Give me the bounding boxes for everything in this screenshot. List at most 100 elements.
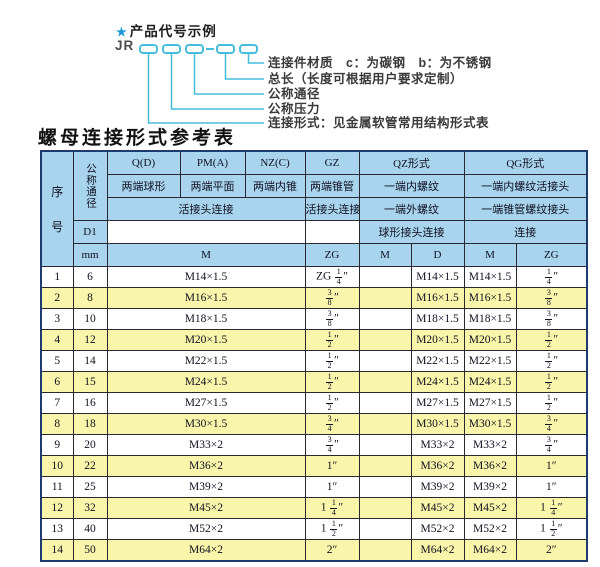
header-seq: 序 号 (40, 150, 74, 267)
cell-m: M22×1.5 (106, 350, 306, 372)
header-m-span: M (106, 243, 306, 267)
cell-no: 13 (40, 518, 74, 540)
cell-qz-m (358, 371, 412, 393)
header-nominal-diameter: 公称通径 (72, 150, 108, 221)
cell-qz-d: M14×1.5 (410, 266, 465, 288)
header-nz: NZ(C) (244, 150, 306, 175)
cell-qz-d: M22×1.5 (410, 350, 465, 372)
cell-qg-m: M52×2 (463, 518, 517, 540)
cell-qg-m: M16×1.5 (463, 287, 517, 309)
cell-qg-zg: 2″ (515, 539, 588, 561)
cell-no: 12 (40, 497, 74, 519)
cell-qg-zg: 1″ (515, 476, 588, 498)
cell-qz-d: M24×1.5 (410, 371, 465, 393)
cell-qg-zg: 1 1 4 ″ (515, 497, 588, 519)
cell-qg-zg: 1 2 ″ (515, 392, 588, 414)
cell-m: M33×2 (106, 434, 306, 456)
cell-qz-d: M33×2 (410, 434, 465, 456)
header-seq-char-2: 号 (51, 220, 64, 234)
cell-m: M14×1.5 (106, 266, 306, 288)
cell-qg-zg: 3 8 ″ (515, 308, 588, 330)
cell-qz-m (358, 413, 412, 435)
cell-qz-m (358, 350, 412, 372)
cell-qz-d: M18×1.5 (410, 308, 465, 330)
code-box-1 (139, 44, 158, 54)
header-qz-desc2: 一端外螺纹 (358, 197, 465, 221)
cell-m: M27×1.5 (106, 392, 306, 414)
header-qg-zg: ZG (515, 243, 588, 267)
cell-m: M39×2 (106, 476, 306, 498)
cell-gz: 3 4 ″ (304, 413, 360, 435)
cell-qg-zg: 3 8 ″ (515, 287, 588, 309)
cell-gz: 1″ (304, 476, 360, 498)
cell-gz: 1 2 ″ (304, 350, 360, 372)
header-seq-char-1: 序 (51, 185, 64, 199)
cell-no: 10 (40, 455, 74, 477)
cell-qg-zg: 1″ (515, 455, 588, 477)
cell-gz: ZG 1 4 ″ (304, 266, 360, 288)
code-box-4 (216, 44, 235, 54)
cell-m: M18×1.5 (106, 308, 306, 330)
callout-line-pressure (170, 53, 264, 110)
header-nz-desc: 两端内锥 (244, 174, 306, 198)
header-zg: ZG (304, 243, 360, 267)
cell-mm: 8 (72, 287, 108, 309)
cell-qg-m: M24×1.5 (463, 371, 517, 393)
callout-label-material: 连接件材质 c：为碳钢 b：为不锈钢 (268, 56, 492, 70)
star-icon: ★ (116, 25, 128, 39)
header-qg: QG形式 (463, 150, 588, 175)
cell-qz-m (358, 518, 412, 540)
cell-qz-d: M30×1.5 (410, 413, 465, 435)
cell-qg-zg: 1 2 ″ (515, 371, 588, 393)
cell-gz: 3 8 ″ (304, 287, 360, 309)
cell-m: M45×2 (106, 497, 306, 519)
table-row: 1 6 M14×1.5 ZG 1 4 ″ M14×1.5 M14×1.5 1 4 ″ (40, 266, 588, 288)
cell-qz-d: M27×1.5 (410, 392, 465, 414)
cell-qg-zg: 1 2 ″ (515, 329, 588, 351)
cell-gz: 1 1 2 ″ (304, 518, 360, 540)
cell-qz-m (358, 476, 412, 498)
header-gz: GZ (304, 150, 360, 175)
cell-qz-m (358, 497, 412, 519)
cell-no: 5 (40, 350, 74, 372)
header-q: Q(D) (106, 150, 181, 175)
header-d1: D1 (72, 220, 108, 244)
callout-line-length (224, 53, 264, 80)
cell-gz: 1 2 ″ (304, 329, 360, 351)
cell-m: M24×1.5 (106, 371, 306, 393)
header-blank-gz (304, 220, 360, 244)
header-gz-desc: 两端锥管 (304, 174, 360, 198)
cell-qz-m (358, 392, 412, 414)
cell-qg-m: M45×2 (463, 497, 517, 519)
header-qz: QZ形式 (358, 150, 465, 175)
cell-no: 4 (40, 329, 74, 351)
cell-qz-m (358, 329, 412, 351)
header-qg-conn: 连接 (463, 220, 588, 244)
table-row: 6 15 M24×1.5 1 2 ″ M24×1.5 M24×1.5 1 2 ″ (40, 371, 588, 393)
table-row: 2 8 M16×1.5 3 8 ″ M16×1.5 M16×1.5 3 8 ″ (40, 287, 588, 309)
code-box-3 (185, 44, 204, 54)
header-qg-m: M (463, 243, 517, 267)
cell-no: 3 (40, 308, 74, 330)
callout-line-form (147, 53, 264, 124)
cell-gz: 2″ (304, 539, 360, 561)
cell-mm: 15 (72, 371, 108, 393)
cell-no: 11 (40, 476, 74, 498)
cell-m: M16×1.5 (106, 287, 306, 309)
cell-qz-m (358, 434, 412, 456)
cell-m: M30×1.5 (106, 413, 306, 435)
cell-mm: 6 (72, 266, 108, 288)
cell-qg-m: M36×2 (463, 455, 517, 477)
product-code-heading: ★ 产品代号示例 (116, 20, 217, 40)
table-row: 5 14 M22×1.5 1 2 ″ M22×1.5 M22×1.5 1 2 ″ (40, 350, 588, 372)
